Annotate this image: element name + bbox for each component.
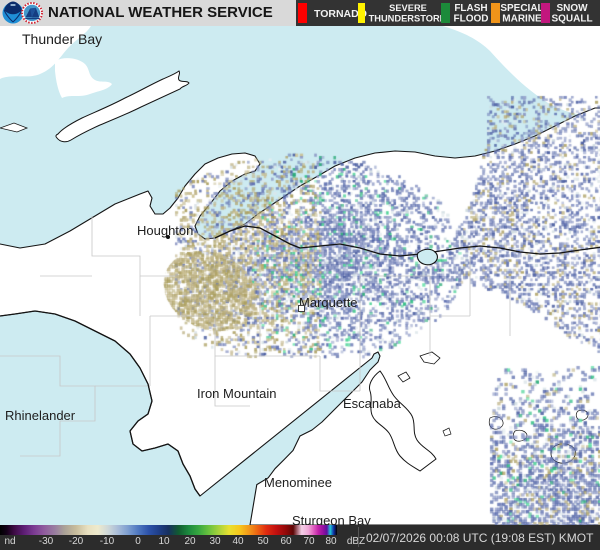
svg-text:FLASH: FLASH: [454, 3, 487, 14]
svg-text:SNOW: SNOW: [556, 3, 588, 14]
svg-text:THUNDERSTORM: THUNDERSTORM: [369, 14, 448, 24]
svg-text:MARINE: MARINE: [502, 14, 542, 25]
svg-text:SPECIAL: SPECIAL: [500, 3, 543, 14]
svg-text:SEVERE: SEVERE: [389, 3, 427, 13]
svg-text:SQUALL: SQUALL: [551, 14, 592, 25]
svg-text:FLOOD: FLOOD: [454, 14, 489, 25]
svg-text:NATIONAL WEATHER SERVICE: NATIONAL WEATHER SERVICE: [48, 4, 273, 21]
